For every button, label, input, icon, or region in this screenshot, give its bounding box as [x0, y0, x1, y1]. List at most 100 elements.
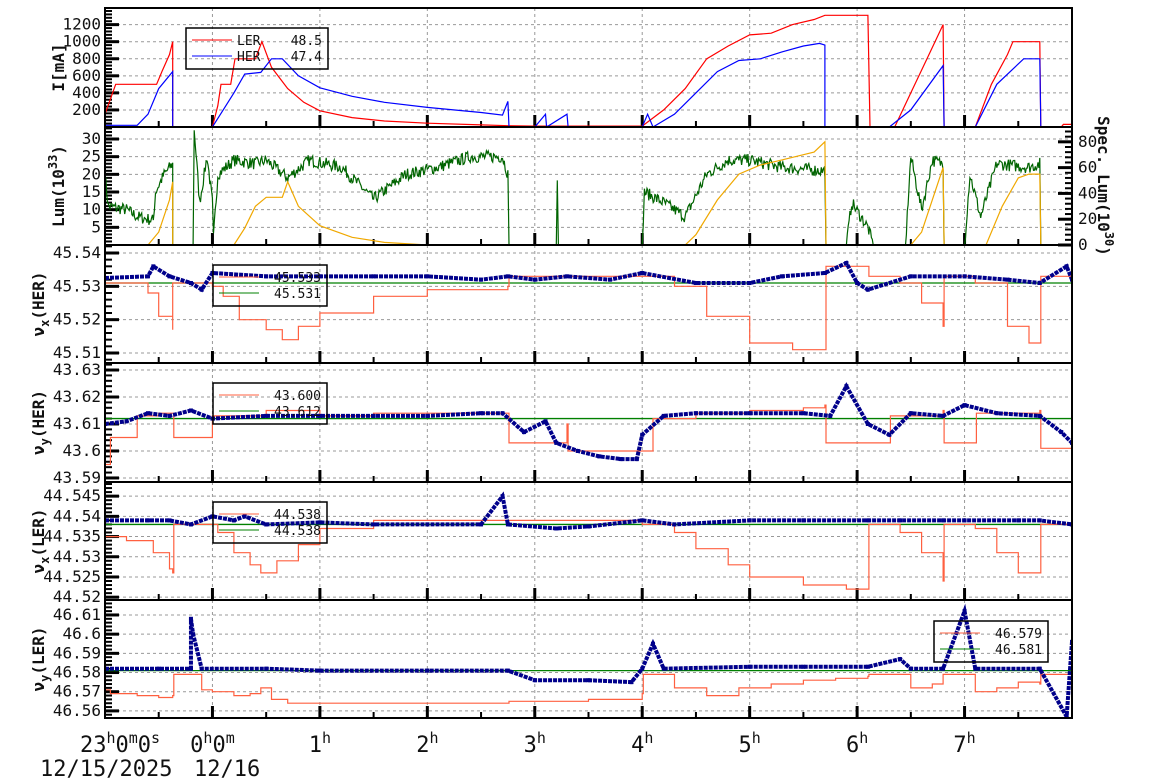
unit-sup: h: [429, 729, 438, 747]
data-point: [264, 666, 269, 671]
x-tick-label: 2h: [416, 729, 438, 758]
y-tick-label: 43.61: [53, 414, 101, 433]
y-label-text: I[mA]: [49, 43, 68, 91]
data-point: [1064, 264, 1069, 269]
x-tick-label: 0h0m: [190, 729, 235, 758]
data-point: [962, 403, 967, 408]
legend-box: [933, 620, 1049, 663]
y-tick-label: 45.53: [53, 276, 101, 295]
y2-axis-label: Spec. Lum(1030): [1094, 116, 1116, 256]
series-measured-band: [105, 491, 1072, 531]
data-point: [425, 522, 430, 527]
value: 3: [524, 733, 537, 758]
data-point: [1016, 518, 1021, 523]
x-tick-label: 3h: [524, 729, 546, 758]
y-tick-label: 15: [82, 182, 101, 201]
data-point: [887, 432, 892, 437]
unit-sup: h: [859, 729, 868, 747]
x-date-label: 12/15/2025: [40, 757, 172, 782]
data-point: [801, 411, 806, 416]
y2-tick-label: 40: [1078, 183, 1097, 202]
data-point: [505, 522, 510, 527]
value: 7: [953, 733, 966, 758]
data-point: [962, 518, 967, 523]
y-tick-label: 43.59: [53, 468, 101, 487]
y2-label-end: ): [1094, 246, 1113, 256]
data-point: [1064, 714, 1069, 718]
data-point: [801, 664, 806, 669]
data-point: [317, 520, 322, 525]
value: 0: [190, 733, 203, 758]
data-point: [844, 384, 849, 389]
legend-box: [212, 501, 328, 544]
data-point: [865, 518, 870, 523]
y-label-text: Lum(10: [49, 169, 68, 227]
value: 0: [212, 733, 225, 758]
data-point: [532, 277, 537, 282]
data-point: [618, 457, 623, 462]
unit-sup: s: [151, 729, 160, 747]
legend-value: 43.600: [274, 389, 321, 404]
data-point: [865, 664, 870, 669]
y-label-text: ν: [29, 564, 48, 574]
value: 2: [416, 733, 429, 758]
legend-label: LER: [237, 34, 261, 49]
data-point: [264, 413, 269, 418]
data-point: [908, 274, 913, 279]
data-point: [941, 413, 946, 418]
data-point: [650, 641, 655, 646]
x-tick-label: 7h: [953, 729, 975, 758]
y-tick-label: 20: [82, 164, 101, 183]
data-point: [317, 413, 322, 418]
y-tick-label: 600: [72, 66, 101, 85]
data-point: [575, 448, 580, 453]
data-point: [607, 277, 612, 282]
data-point: [693, 411, 698, 416]
data-point: [479, 277, 484, 282]
series-line-her: [105, 42, 1072, 127]
y-label-end: (LER): [29, 626, 48, 674]
data-point: [264, 522, 269, 527]
data-point: [188, 616, 193, 621]
y-axis-label: Lum(1033): [46, 145, 68, 227]
data-point: [747, 518, 752, 523]
y-tick-label: 43.62: [53, 387, 101, 406]
data-point: [479, 411, 484, 416]
y-axis-label: νx(LER): [29, 508, 52, 573]
plot-area: [105, 130, 1072, 245]
data-point: [231, 518, 236, 523]
data-point: [865, 421, 870, 426]
data-point: [371, 413, 376, 418]
x-date-label: 12/16: [194, 757, 260, 782]
data-point: [199, 287, 204, 292]
data-point: [973, 666, 978, 671]
data-point: [505, 668, 510, 673]
y2-tick-label: 0: [1078, 235, 1088, 254]
y2-tick-label: 80: [1078, 132, 1097, 151]
data-point: [1005, 277, 1010, 282]
plot-area: [105, 260, 1072, 351]
data-point: [962, 274, 967, 279]
y-tick-label: 46.59: [53, 643, 101, 662]
y-tick-label: 30: [82, 129, 101, 148]
legend-value: 47.4: [291, 50, 322, 65]
legend-value: 43.612: [274, 405, 321, 420]
y-tick-label: 44.535: [43, 527, 101, 546]
data-point: [317, 274, 322, 279]
unit-sup: h: [644, 729, 653, 747]
value: 4: [631, 733, 644, 758]
legend-value: 45.531: [274, 287, 321, 302]
y-label-sub: x: [38, 557, 52, 564]
data-point: [124, 419, 129, 424]
data-point: [634, 457, 639, 462]
y-tick-label: 5: [91, 217, 101, 236]
y2-label-text: Spec. Lum(10: [1094, 116, 1113, 232]
data-point: [586, 524, 591, 529]
